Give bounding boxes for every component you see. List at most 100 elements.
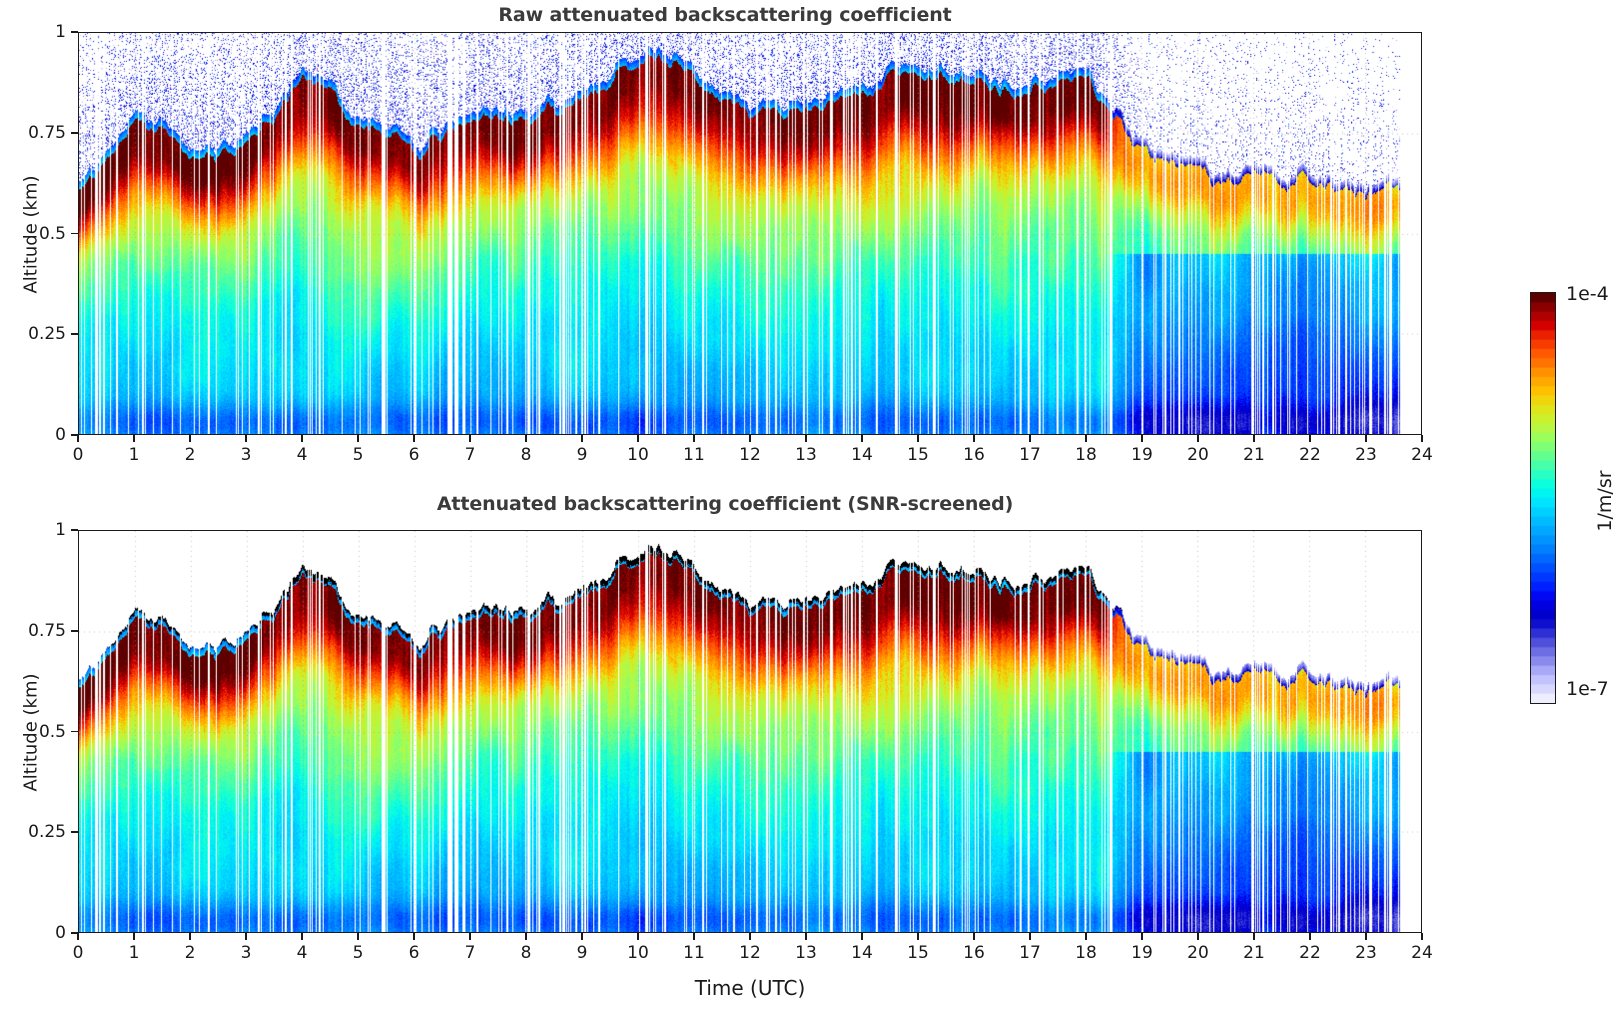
y-tick-label: 1: [55, 22, 66, 42]
x-tick-mark: [749, 933, 751, 940]
x-tick-mark: [749, 435, 751, 442]
x-tick-label: 14: [851, 943, 873, 963]
x-tick-mark: [1309, 933, 1311, 940]
x-tick-mark: [861, 435, 863, 442]
colorbar-axis-label: 1/m/sr: [1594, 470, 1616, 532]
y-tick-label: 0: [55, 923, 66, 943]
x-tick-mark: [1309, 435, 1311, 442]
x-tick-mark: [1253, 435, 1255, 442]
x-tick-label: 21: [1243, 943, 1265, 963]
x-tick-label: 4: [296, 943, 308, 963]
y-tick-mark: [71, 730, 78, 733]
x-tick-mark: [357, 933, 359, 940]
y-tick-label: 1: [55, 520, 66, 540]
panel-screened-title: Attenuated backscattering coefficient (S…: [436, 493, 1014, 515]
y-tick-label: 0.25: [28, 822, 66, 843]
x-tick-label: 8: [520, 445, 532, 465]
x-tick-label: 17: [1019, 445, 1041, 465]
x-tick-mark: [693, 435, 695, 442]
x-tick-mark: [581, 435, 583, 442]
x-tick-label: 24: [1411, 445, 1433, 465]
x-tick-mark: [917, 933, 919, 940]
y-tick-label: 0.75: [28, 620, 66, 641]
x-tick-mark: [1029, 435, 1031, 442]
x-tick-mark: [805, 435, 807, 442]
panel-raw: Raw attenuated backscattering coefficien…: [0, 0, 1450, 478]
x-tick-mark: [917, 435, 919, 442]
x-tick-label: 14: [851, 445, 873, 465]
x-tick-mark: [133, 435, 135, 442]
x-tick-label: 3: [240, 943, 252, 963]
y-tick-label: 0.25: [28, 324, 66, 345]
panel-raw-heatmap: [79, 33, 1421, 434]
colorbar-gradient: [1531, 293, 1555, 703]
x-tick-label: 16: [963, 445, 985, 465]
x-tick-label: 12: [739, 445, 761, 465]
panel-screened: Attenuated backscattering coefficient (S…: [0, 478, 1450, 1020]
y-tick-mark: [71, 831, 78, 834]
x-tick-label: 15: [907, 445, 929, 465]
x-tick-mark: [301, 435, 303, 442]
x-tick-label: 23: [1355, 943, 1377, 963]
panel-raw-axes[interactable]: [78, 32, 1422, 435]
x-tick-mark: [1421, 435, 1423, 442]
x-tick-mark: [1365, 933, 1367, 940]
x-tick-mark: [1085, 435, 1087, 442]
x-tick-label: 18: [1075, 445, 1097, 465]
x-tick-label: 19: [1131, 943, 1153, 963]
x-tick-mark: [189, 933, 191, 940]
x-tick-label: 6: [408, 445, 420, 465]
x-tick-label: 13: [795, 445, 817, 465]
x-tick-mark: [1421, 933, 1423, 940]
panel-screened-heatmap: [79, 531, 1421, 932]
x-tick-label: 21: [1243, 445, 1265, 465]
panel-screened-axes[interactable]: [78, 530, 1422, 933]
y-tick-mark: [71, 932, 78, 934]
panel-raw-title: Raw attenuated backscattering coefficien…: [498, 4, 952, 26]
x-tick-mark: [245, 435, 247, 442]
x-tick-label: 20: [1187, 943, 1209, 963]
y-tick-mark: [71, 629, 78, 632]
x-tick-label: 1: [128, 445, 140, 465]
x-tick-mark: [245, 933, 247, 940]
x-tick-label: 8: [520, 943, 532, 963]
x-tick-label: 1: [128, 943, 140, 963]
y-tick-mark: [71, 529, 78, 531]
x-tick-label: 7: [464, 943, 476, 963]
x-tick-mark: [1253, 933, 1255, 940]
x-tick-mark: [133, 933, 135, 940]
x-tick-label: 9: [576, 445, 588, 465]
x-tick-label: 10: [627, 445, 649, 465]
x-tick-label: 16: [963, 943, 985, 963]
x-tick-mark: [1141, 435, 1143, 442]
x-tick-mark: [413, 435, 415, 442]
x-tick-mark: [77, 435, 79, 442]
x-tick-label: 2: [184, 445, 196, 465]
y-tick-mark: [71, 131, 78, 134]
colorbar[interactable]: [1530, 292, 1556, 704]
x-tick-label: 10: [627, 943, 649, 963]
x-tick-label: 7: [464, 445, 476, 465]
x-tick-label: 24: [1411, 943, 1433, 963]
y-tick-label: 0.75: [28, 122, 66, 143]
x-tick-mark: [525, 435, 527, 442]
x-tick-label: 6: [408, 943, 420, 963]
panel-screened-xlabel: Time (UTC): [694, 976, 806, 1000]
x-tick-label: 11: [683, 943, 705, 963]
x-tick-mark: [189, 435, 191, 442]
x-tick-label: 23: [1355, 445, 1377, 465]
x-tick-label: 15: [907, 943, 929, 963]
x-tick-mark: [973, 435, 975, 442]
x-tick-label: 19: [1131, 445, 1153, 465]
x-tick-label: 20: [1187, 445, 1209, 465]
x-tick-label: 12: [739, 943, 761, 963]
x-tick-mark: [581, 933, 583, 940]
x-tick-label: 9: [576, 943, 588, 963]
x-tick-label: 3: [240, 445, 252, 465]
x-tick-mark: [1197, 933, 1199, 940]
x-tick-label: 11: [683, 445, 705, 465]
y-tick-mark: [71, 333, 78, 336]
x-tick-mark: [861, 933, 863, 940]
x-tick-mark: [637, 933, 639, 940]
x-tick-label: 4: [296, 445, 308, 465]
